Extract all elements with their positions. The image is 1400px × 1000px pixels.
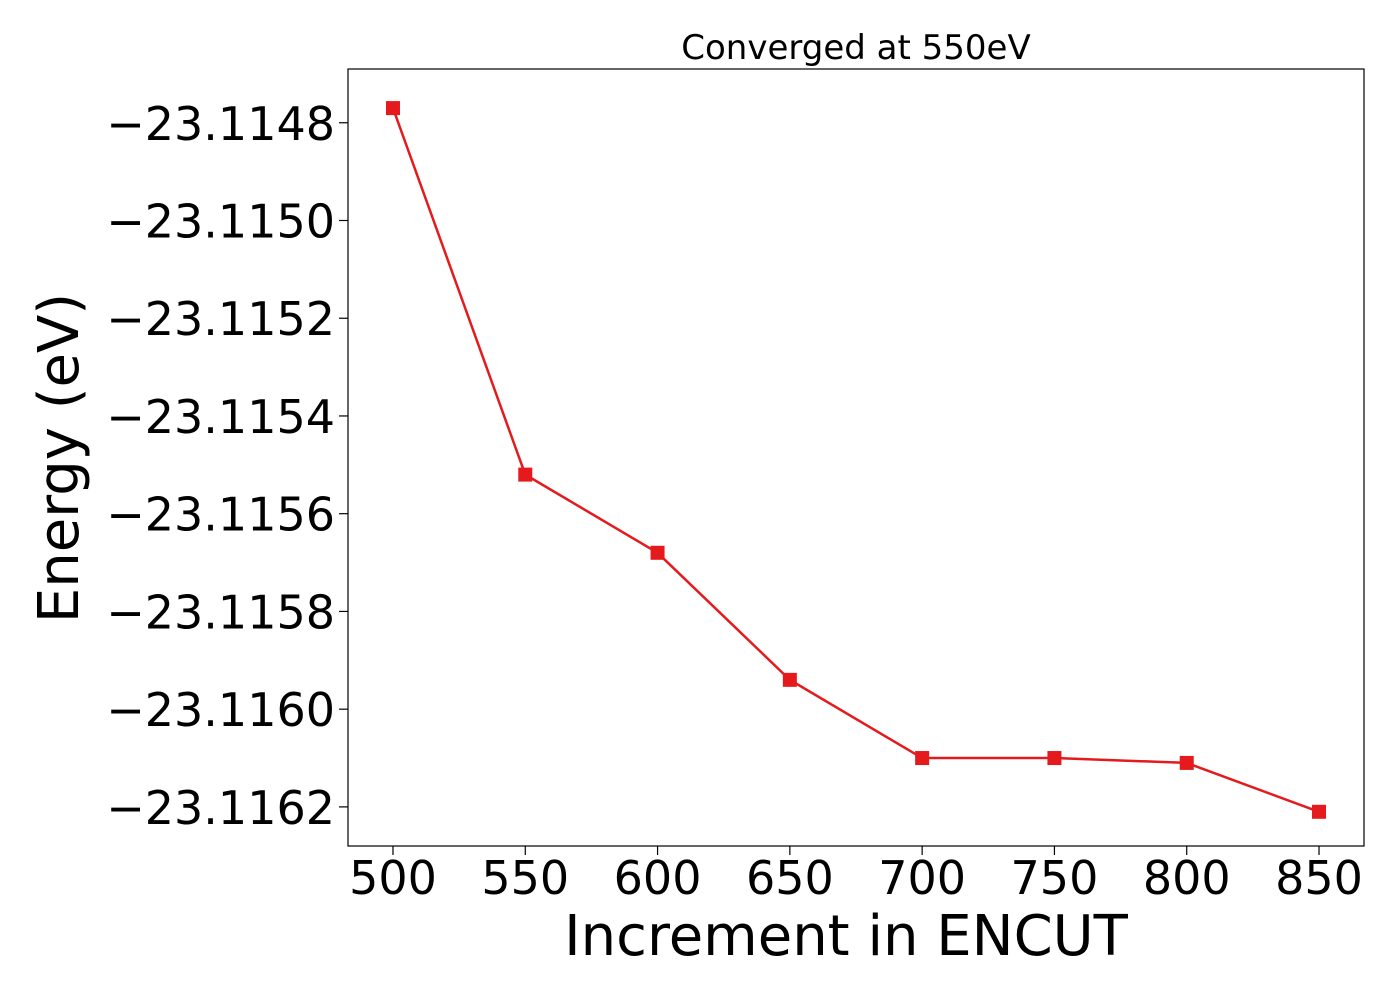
x-tick-label: 750 (1011, 851, 1099, 905)
x-tick-label: 700 (878, 851, 966, 905)
data-point (518, 467, 533, 482)
data-point (1312, 804, 1327, 819)
chart-title: Converged at 550eV (681, 28, 1030, 68)
data-point (650, 545, 665, 560)
series-line (391, 107, 1320, 813)
x-tick-label: 800 (1143, 851, 1231, 905)
y-tick-label: −23.1148 (106, 97, 335, 151)
series-layer (385, 101, 1327, 819)
x-tick-label: 500 (349, 851, 437, 905)
data-point (782, 672, 797, 687)
y-axis-label: Energy (eV) (27, 293, 92, 623)
y-tick-label: −23.1158 (106, 585, 335, 639)
y-tick-label: −23.1156 (106, 488, 335, 542)
y-tick-label: −23.1162 (106, 781, 335, 835)
x-axis-label: Increment in ENCUT (564, 904, 1129, 969)
y-tick-label: −23.1160 (106, 683, 335, 737)
plot-frame (347, 68, 1365, 847)
x-axis-ticks: 500 550 600 650 700 750 800 850 (349, 846, 1363, 905)
x-tick-label: 550 (481, 851, 569, 905)
data-point (385, 101, 400, 116)
y-axis-ticks: −23.1148 −23.1150 −23.1152 −23.1154 −23.1156… (106, 97, 348, 835)
y-tick-label: −23.1154 (106, 390, 335, 444)
x-tick-label: 600 (614, 851, 702, 905)
y-tick-label: −23.1150 (106, 194, 335, 248)
x-tick-label: 650 (746, 851, 834, 905)
x-tick-label: 850 (1275, 851, 1363, 905)
data-point (915, 751, 930, 766)
data-point (1179, 755, 1194, 770)
data-point (1047, 751, 1062, 766)
y-tick-label: −23.1152 (106, 292, 335, 346)
